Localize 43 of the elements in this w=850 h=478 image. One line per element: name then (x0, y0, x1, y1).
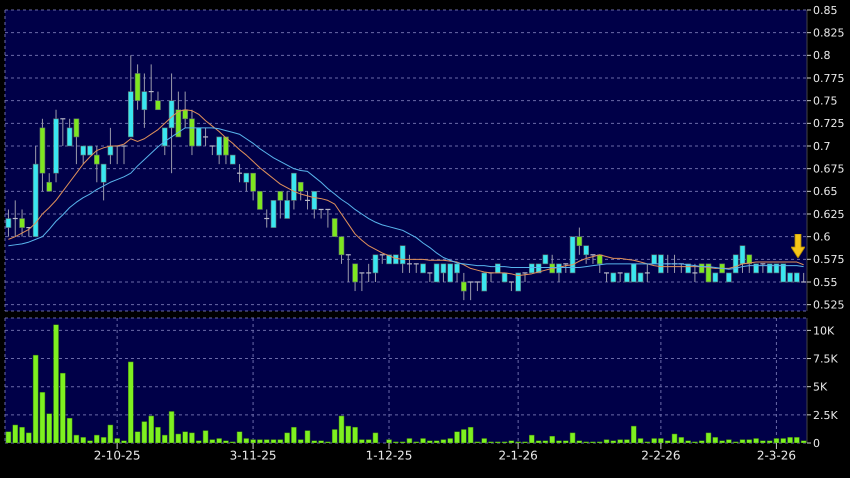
y-tick-label: 5K (813, 380, 828, 394)
x-tick-label: 2-3-26 (756, 448, 796, 463)
y-tick-label: 0.65 (813, 185, 838, 198)
y-tick-label: 0.725 (813, 117, 844, 130)
x-tick-label: 1-12-25 (366, 448, 412, 463)
y-tick-label: 0.675 (813, 162, 844, 176)
candlestick (6, 208, 12, 238)
y-tick-label: 10K (813, 324, 835, 338)
y-tick-label: 0.75 (813, 94, 838, 108)
candlestick (60, 118, 66, 146)
candlestick (590, 254, 596, 264)
y-tick-label: 0.625 (813, 208, 844, 221)
x-tick-label: 3-11-25 (230, 448, 276, 463)
candlestick (108, 127, 114, 165)
y-tick-label: 0 (813, 436, 820, 450)
y-tick-label: 0.575 (813, 253, 844, 266)
y-tick-label: 0.775 (813, 72, 844, 85)
y-tick-label: 0.7 (813, 140, 830, 153)
candlestick (380, 254, 385, 264)
candlestick (372, 254, 378, 282)
candlestick (420, 264, 426, 274)
x-tick-label: 2-10-25 (94, 448, 141, 463)
candlestick (237, 164, 242, 183)
y-tick-label: 0.825 (813, 26, 844, 40)
candlestick (312, 190, 318, 220)
candlestick (19, 208, 25, 238)
y-tick-label: 0.6 (813, 230, 830, 244)
y-tick-label: 0.85 (813, 4, 838, 17)
x-tick-label: 2-2-26 (641, 448, 680, 463)
candlestick (346, 254, 351, 282)
candlestick (461, 272, 467, 301)
x-tick-label: 2-1-26 (498, 448, 538, 463)
y-tick-label: 2.5K (813, 408, 838, 422)
candlestick (352, 263, 358, 292)
y-tick-label: 0.55 (813, 276, 838, 289)
candlestick (46, 172, 52, 192)
candlestick (155, 91, 161, 110)
candlestick (610, 272, 616, 282)
candlestick (515, 272, 521, 292)
candlestick (481, 272, 488, 292)
y-tick-label: 7.5K (813, 352, 838, 366)
y-tick-label: 0.525 (813, 298, 844, 312)
y-tick-label: 0.8 (813, 49, 830, 62)
